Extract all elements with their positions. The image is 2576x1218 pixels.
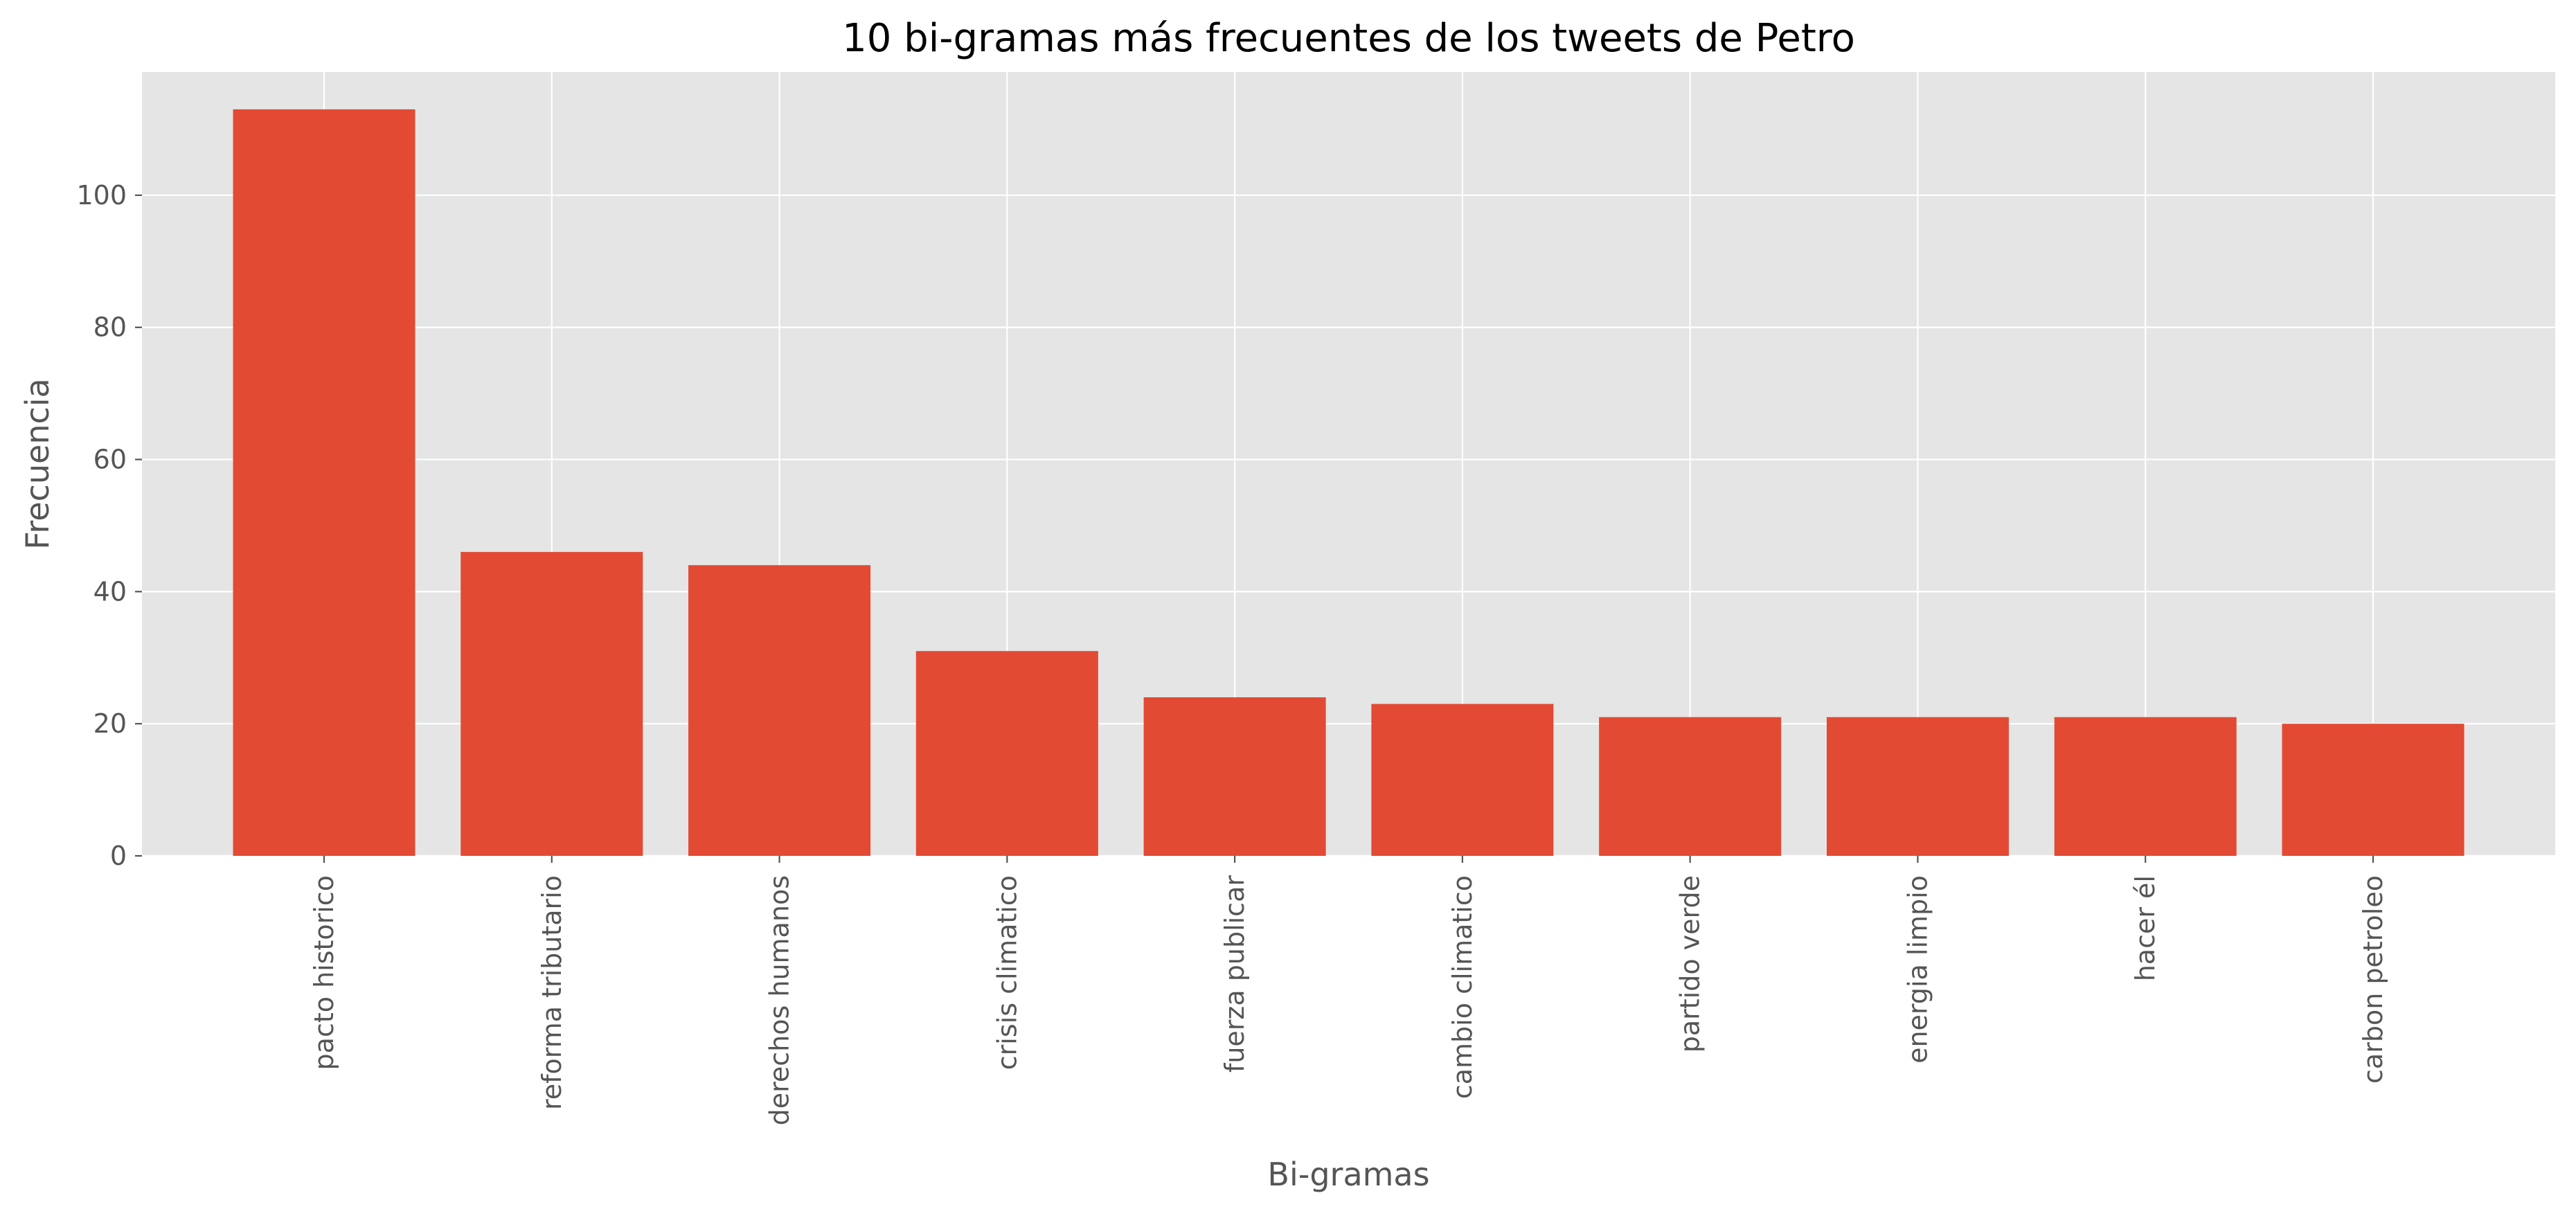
bar <box>1826 717 2009 856</box>
bar <box>1143 697 1326 856</box>
y-tick-label: 100 <box>76 180 127 211</box>
bar <box>915 651 1098 856</box>
bar <box>688 565 871 856</box>
chart-title: 10 bi-gramas más frecuentes de los tweet… <box>842 16 1855 61</box>
y-tick-label: 20 <box>93 708 127 739</box>
y-tick-label: 0 <box>110 841 127 871</box>
x-axis-label: Bi-gramas <box>1267 1156 1429 1193</box>
bar <box>2282 724 2465 856</box>
x-tick-label: cambio climatico <box>1447 875 1478 1099</box>
x-tick-label: carbon petroleo <box>2358 875 2388 1084</box>
x-tick-label: energia limpio <box>1902 875 1933 1064</box>
bar <box>1599 717 1782 856</box>
bar <box>1371 704 1554 856</box>
x-tick-label: pacto historico <box>309 875 339 1070</box>
bar <box>2054 717 2237 856</box>
x-tick-label: derechos humanos <box>764 875 795 1125</box>
bar <box>233 109 415 856</box>
x-tick-label: reforma tributario <box>537 875 567 1110</box>
bars <box>233 109 2465 856</box>
y-tick-label: 60 <box>93 445 127 475</box>
y-tick-label: 80 <box>93 312 127 343</box>
y-tick-label: 40 <box>93 576 127 607</box>
bar <box>460 552 643 856</box>
x-tick-label: fuerza publicar <box>1219 875 1250 1073</box>
x-axis: pacto historico reforma tributario derecho… <box>309 856 2388 1125</box>
y-axis-label: Frecuencia <box>19 378 56 549</box>
x-tick-label: crisis climatico <box>992 875 1022 1070</box>
x-tick-label: hacer él <box>2130 875 2161 981</box>
y-axis: 0 20 40 60 80 100 <box>76 180 142 871</box>
x-tick-label: partido verde <box>1675 875 1706 1053</box>
